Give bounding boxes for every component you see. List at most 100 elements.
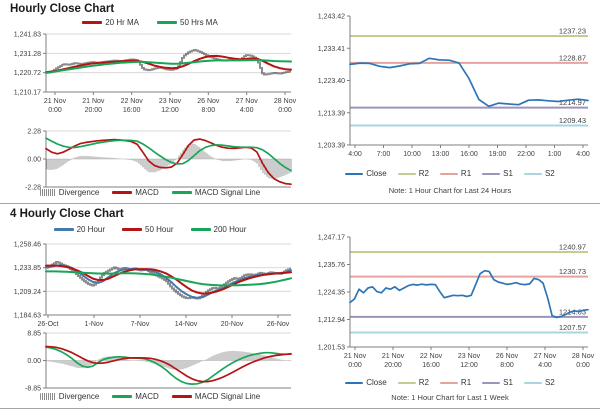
macd-signal-line-swatch [171, 191, 192, 194]
s2-line-swatch [523, 172, 542, 175]
svg-text:20:00: 20:00 [384, 362, 402, 369]
pivot-24h-chart: 1237.23 1228.87 1214.97 1209.43 1,243.42 1,23… [318, 14, 590, 159]
legend-item-200hour: 200 Hour [190, 225, 246, 234]
svg-text:1230.73: 1230.73 [559, 267, 586, 276]
hourly-macd-legend: Divergence MACD MACD Signal Line [0, 188, 300, 197]
svg-text:1,210.17: 1,210.17 [14, 90, 41, 97]
pivot-1week-note: Note: 1 Hour Chart for Last 1 Week [391, 393, 509, 402]
ma20h-label: 20 Hour [76, 225, 106, 234]
svg-text:27 Nov: 27 Nov [534, 353, 557, 360]
s2-label: S2 [544, 169, 555, 178]
svg-text:1,209.24: 1,209.24 [14, 289, 41, 296]
svg-text:0:00: 0:00 [48, 107, 62, 114]
svg-text:1,233.41: 1,233.41 [318, 46, 345, 53]
svg-text:1237.23: 1237.23 [559, 26, 586, 35]
legend-item-macd-signal-4h: MACD Signal Line [171, 392, 260, 401]
svg-text:1240.97: 1240.97 [559, 242, 586, 251]
hourly-chart-title: Hourly Close Chart [10, 3, 115, 15]
svg-text:1,184.63: 1,184.63 [14, 313, 41, 320]
svg-text:1,233.85: 1,233.85 [14, 265, 41, 272]
pivot-24h-note: Note: 1 Hour Chart for Last 24 Hours [388, 186, 512, 195]
close-label: Close [366, 169, 387, 178]
macd-label-4h: MACD [135, 392, 159, 401]
svg-text:12:00: 12:00 [460, 362, 478, 369]
svg-text:23 Nov: 23 Nov [458, 353, 481, 360]
legend-item-divergence: Divergence [39, 188, 99, 197]
r1-line-swatch [439, 172, 458, 175]
svg-text:21 Nov: 21 Nov [44, 98, 67, 105]
svg-text:22:00: 22:00 [517, 151, 535, 158]
macd-signal-label: MACD Signal Line [194, 188, 261, 197]
svg-text:28 Nov: 28 Nov [274, 98, 297, 105]
svg-text:0:00: 0:00 [348, 362, 362, 369]
svg-text:20-Nov: 20-Nov [221, 321, 244, 328]
svg-text:4:00: 4:00 [348, 151, 362, 158]
svg-text:21 Nov: 21 Nov [382, 353, 405, 360]
divergence-swatch [39, 189, 56, 196]
svg-text:1,231.28: 1,231.28 [14, 51, 41, 58]
macd-signal-line-swatch-4h [171, 395, 192, 398]
svg-text:0:00: 0:00 [278, 107, 292, 114]
svg-text:1,213.39: 1,213.39 [318, 110, 345, 117]
r1-label-w: R1 [460, 378, 472, 387]
svg-text:1,243.42: 1,243.42 [318, 14, 345, 21]
svg-text:8:00: 8:00 [202, 107, 216, 114]
svg-text:12:00: 12:00 [161, 107, 179, 114]
horizontal-divider-middle [0, 203, 600, 204]
ma20-line-swatch [82, 21, 103, 24]
r1-line-swatch-w [439, 381, 458, 384]
close-line-swatch-w [345, 381, 364, 384]
svg-text:21 Nov: 21 Nov [344, 353, 367, 360]
ma50-label: 50 Hrs MA [180, 18, 218, 27]
svg-text:1,224.35: 1,224.35 [318, 290, 345, 297]
svg-text:7-Nov: 7-Nov [131, 321, 150, 328]
pivot-1week-legend: Close R2 R1 S1 S2 [300, 378, 600, 387]
r2-label: R2 [418, 169, 429, 178]
svg-text:1,203.39: 1,203.39 [318, 143, 345, 150]
legend-item-macd-signal: MACD Signal Line [171, 188, 261, 197]
hourly-macd-chart: 2.28 0.00 -2.28 [25, 129, 292, 192]
svg-text:4:00: 4:00 [576, 151, 590, 158]
svg-text:10:00: 10:00 [403, 151, 421, 158]
legend-item-r2-w: R2 [397, 378, 429, 387]
legend-item-close-w: Close [345, 378, 387, 387]
svg-text:28 Nov: 28 Nov [572, 353, 595, 360]
svg-text:1,220.72: 1,220.72 [14, 70, 41, 77]
svg-text:19:00: 19:00 [489, 151, 507, 158]
svg-text:1,241.83: 1,241.83 [14, 32, 41, 39]
macd-line-swatch [112, 191, 133, 194]
svg-text:13:00: 13:00 [432, 151, 450, 158]
macd-line-swatch-4h [112, 395, 133, 398]
ma50-line-swatch [157, 21, 177, 24]
ma20h-line-swatch [53, 228, 74, 231]
hourly-ma-legend: 20 Hr MA 50 Hrs MA [0, 18, 300, 27]
s2-line-swatch-w [523, 381, 542, 384]
svg-text:8:00: 8:00 [500, 362, 514, 369]
close-line-swatch [345, 172, 364, 175]
svg-text:26-Oct: 26-Oct [37, 321, 58, 328]
hourly-close-chart-panel: Hourly Close Chart 20 Hr MA 50 Hrs MA 1,… [0, 0, 300, 203]
s1-line-swatch [482, 172, 501, 175]
svg-text:1-Nov: 1-Nov [85, 321, 104, 328]
r2-line-swatch [397, 172, 416, 175]
horizontal-divider-bottom [0, 408, 600, 409]
four-hourly-macd-chart: 8.85 0.00 -8.85 [25, 331, 292, 393]
svg-text:0:00: 0:00 [576, 362, 590, 369]
legend-item-s1-w: S1 [482, 378, 513, 387]
svg-text:0.00: 0.00 [27, 157, 41, 164]
pivot-24h-panel: 1237.23 1228.87 1214.97 1209.43 1,243.42 1,23… [300, 0, 600, 203]
svg-text:21 Nov: 21 Nov [82, 98, 105, 105]
pivot-1week-chart: 1240.971230.731214.031207.571,247.171,23… [318, 235, 595, 370]
svg-text:8.85: 8.85 [27, 331, 41, 338]
legend-item-macd-4h: MACD [112, 392, 159, 401]
legend-item-r1: R1 [439, 169, 471, 178]
legend-item-20hr-ma: 20 Hr MA [82, 18, 139, 27]
svg-text:27 Nov: 27 Nov [236, 98, 259, 105]
svg-text:-8.85: -8.85 [25, 386, 41, 393]
legend-item-50hr-ma: 50 Hrs MA [157, 18, 218, 27]
svg-text:22 Nov: 22 Nov [420, 353, 443, 360]
svg-text:1209.43: 1209.43 [559, 116, 586, 125]
s2-label-w: S2 [544, 378, 555, 387]
svg-text:22 Nov: 22 Nov [121, 98, 144, 105]
